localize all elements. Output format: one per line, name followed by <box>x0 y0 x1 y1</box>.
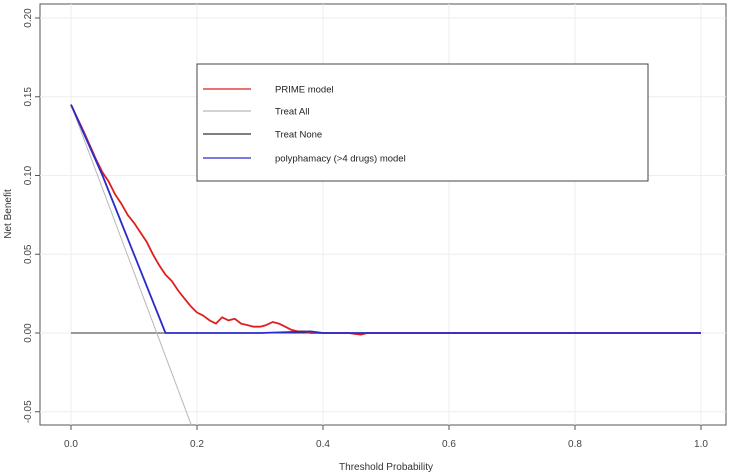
axis-ticks: 0.0 0.2 0.4 0.6 0.8 1.0 -0.05 0.00 0.05 0.10 0.15 0… <box>23 8 708 450</box>
legend: PRIME model Treat All Treat None polyphamac… <box>196 63 649 182</box>
series-line-treat-all <box>70 104 192 425</box>
x-tick-label: 0.6 <box>442 439 456 450</box>
y-tick-label: 0.10 <box>23 165 34 185</box>
series-line-prime-model <box>70 104 701 336</box>
legend-box <box>196 63 649 182</box>
x-axis-title: Threshold Probability <box>339 462 433 473</box>
x-tick-label: 0.0 <box>64 439 78 450</box>
x-tick-label: 1.0 <box>694 439 708 450</box>
series-lines <box>70 104 701 425</box>
y-tick-label: 0.05 <box>23 244 34 264</box>
x-tick-label: 0.8 <box>568 439 582 450</box>
legend-label-treat-none: Treat None <box>275 130 322 141</box>
x-tick-label: 0.2 <box>190 439 204 450</box>
x-tick-label: 0.4 <box>316 439 330 450</box>
legend-label-treat-all: Treat All <box>275 107 310 118</box>
y-tick-label: 0.15 <box>23 87 34 107</box>
y-tick-label: 0.00 <box>23 323 34 343</box>
y-tick-label: 0.20 <box>23 8 34 28</box>
legend-label-polyphamacy-4-drugs-model: polyphamacy (>4 drugs) model <box>275 154 406 165</box>
series-line-polyphamacy-4-drugs-model <box>70 104 701 334</box>
y-tick-label: -0.05 <box>23 400 34 423</box>
y-axis-title: Net Benefit <box>3 189 14 239</box>
legend-label-prime-model: PRIME model <box>275 85 334 96</box>
